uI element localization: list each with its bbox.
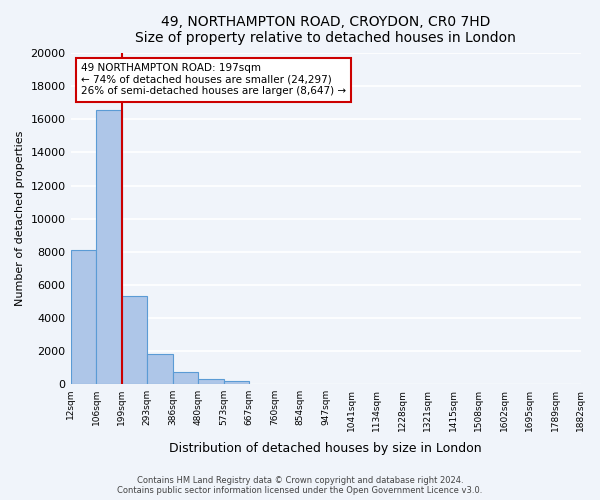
Y-axis label: Number of detached properties: Number of detached properties	[15, 131, 25, 306]
Bar	[122, 296, 147, 384]
Text: Contains HM Land Registry data © Crown copyright and database right 2024.
Contai: Contains HM Land Registry data © Crown c…	[118, 476, 482, 495]
Title: 49, NORTHAMPTON ROAD, CROYDON, CR0 7HD
Size of property relative to detached hou: 49, NORTHAMPTON ROAD, CROYDON, CR0 7HD S…	[135, 15, 516, 45]
Bar	[224, 382, 249, 384]
Text: 49 NORTHAMPTON ROAD: 197sqm
← 74% of detached houses are smaller (24,297)
26% of: 49 NORTHAMPTON ROAD: 197sqm ← 74% of det…	[81, 63, 346, 96]
X-axis label: Distribution of detached houses by size in London: Distribution of detached houses by size …	[169, 442, 482, 455]
Bar	[96, 110, 122, 384]
Bar	[173, 372, 198, 384]
Bar	[71, 250, 96, 384]
Bar	[198, 379, 224, 384]
Bar	[147, 354, 173, 384]
